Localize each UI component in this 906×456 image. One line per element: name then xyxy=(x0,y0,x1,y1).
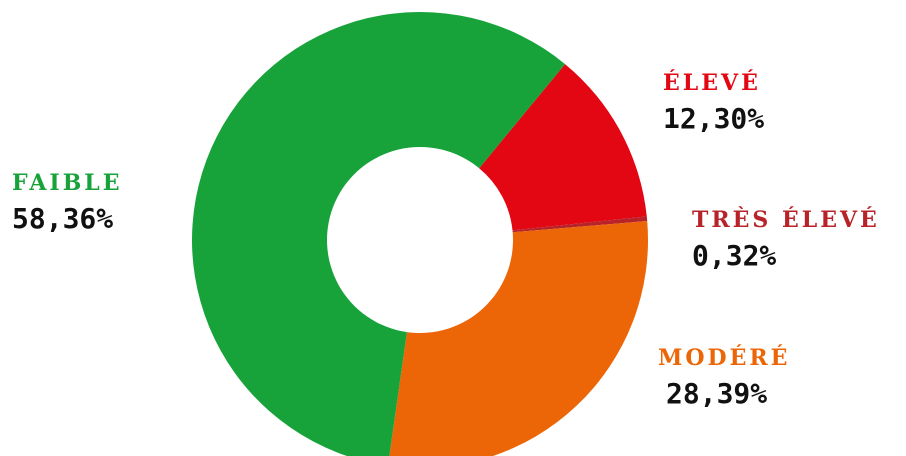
slice-faible xyxy=(192,12,566,456)
slice-modéré xyxy=(389,221,648,456)
slice-value-tres-eleve: 0,32% xyxy=(692,239,777,272)
slice-élevé xyxy=(479,64,647,231)
slice-name-eleve: ÉLEVÉ xyxy=(663,70,761,96)
legend-label-modere: MODÉRÉ 28,39% xyxy=(658,345,790,411)
slice-value-faible: 58,36% xyxy=(12,202,114,235)
legend-label-tres-eleve: TRÈS ÉLEVÉ 0,32% xyxy=(692,207,880,273)
slice-name-modere: MODÉRÉ xyxy=(658,345,791,371)
legend-label-faible: FAIBLE 58,36% xyxy=(12,170,123,236)
slice-value-modere: 28,39% xyxy=(666,377,768,410)
legend-label-eleve: ÉLEVÉ 12,30% xyxy=(663,70,764,136)
slice-très-élevé xyxy=(512,216,648,233)
slice-value-eleve: 12,30% xyxy=(663,102,765,135)
slice-name-tres-eleve: TRÈS ÉLEVÉ xyxy=(692,207,880,233)
slice-name-faible: FAIBLE xyxy=(12,170,123,196)
